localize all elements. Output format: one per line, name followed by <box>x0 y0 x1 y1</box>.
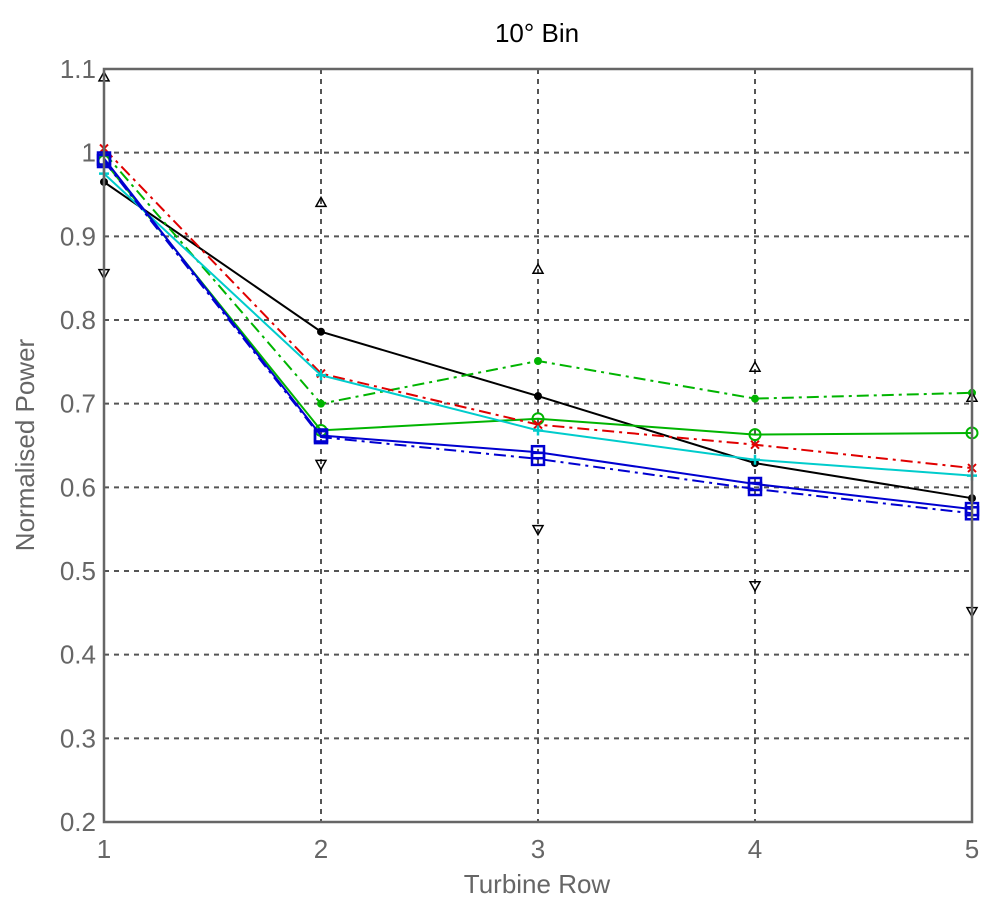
x-axis-label: Turbine Row <box>464 869 611 899</box>
y-axis-label: Normalised Power <box>10 338 40 551</box>
data-point <box>317 327 325 336</box>
data-point <box>533 425 543 436</box>
y-tick-label: 0.9 <box>60 221 96 251</box>
y-tick-label: 0.5 <box>60 556 96 586</box>
x-tick-label: 3 <box>531 834 545 864</box>
data-point <box>748 580 762 593</box>
x-tick-label: 5 <box>965 834 979 864</box>
series-1 <box>100 177 976 503</box>
series-line <box>103 160 973 515</box>
data-point <box>531 262 545 275</box>
axes-frame <box>102 67 974 824</box>
data-point <box>750 439 760 450</box>
y-tick-label: 1 <box>82 138 96 168</box>
chart-title: 10° Bin <box>495 18 579 48</box>
data-point <box>748 360 762 372</box>
data-point <box>751 394 759 403</box>
series-9 <box>97 268 979 619</box>
x-tick-label: 4 <box>748 834 762 864</box>
data-point <box>533 419 543 430</box>
x-axis-ticks: 1 2 3 4 5 <box>97 834 979 864</box>
plot-area <box>96 70 980 619</box>
x-tick-label: 1 <box>97 834 111 864</box>
grid <box>104 69 972 822</box>
series-2 <box>100 148 976 408</box>
y-tick-label: 0.7 <box>60 389 96 419</box>
y-tick-label: 0.4 <box>60 640 96 670</box>
data-point <box>530 451 546 467</box>
y-tick-label: 1.1 <box>60 54 96 84</box>
data-point <box>313 429 329 445</box>
data-point <box>747 481 763 497</box>
data-point <box>317 399 325 408</box>
data-point <box>748 428 762 442</box>
data-point <box>750 454 760 465</box>
data-point <box>316 370 326 381</box>
y-tick-label: 0.8 <box>60 305 96 335</box>
y-axis-ticks: 0.2 0.3 0.4 0.5 0.6 0.7 0.8 0.9 1 1.1 <box>60 54 96 837</box>
data-point <box>534 356 542 365</box>
x-tick-label: 2 <box>314 834 328 864</box>
data-point <box>531 524 545 537</box>
y-tick-label: 0.2 <box>60 807 96 837</box>
data-point <box>314 195 328 208</box>
data-point <box>314 459 328 471</box>
data-point <box>534 392 542 401</box>
series-line <box>103 160 973 436</box>
y-tick-label: 0.3 <box>60 723 96 753</box>
y-tick-label: 0.6 <box>60 472 96 502</box>
